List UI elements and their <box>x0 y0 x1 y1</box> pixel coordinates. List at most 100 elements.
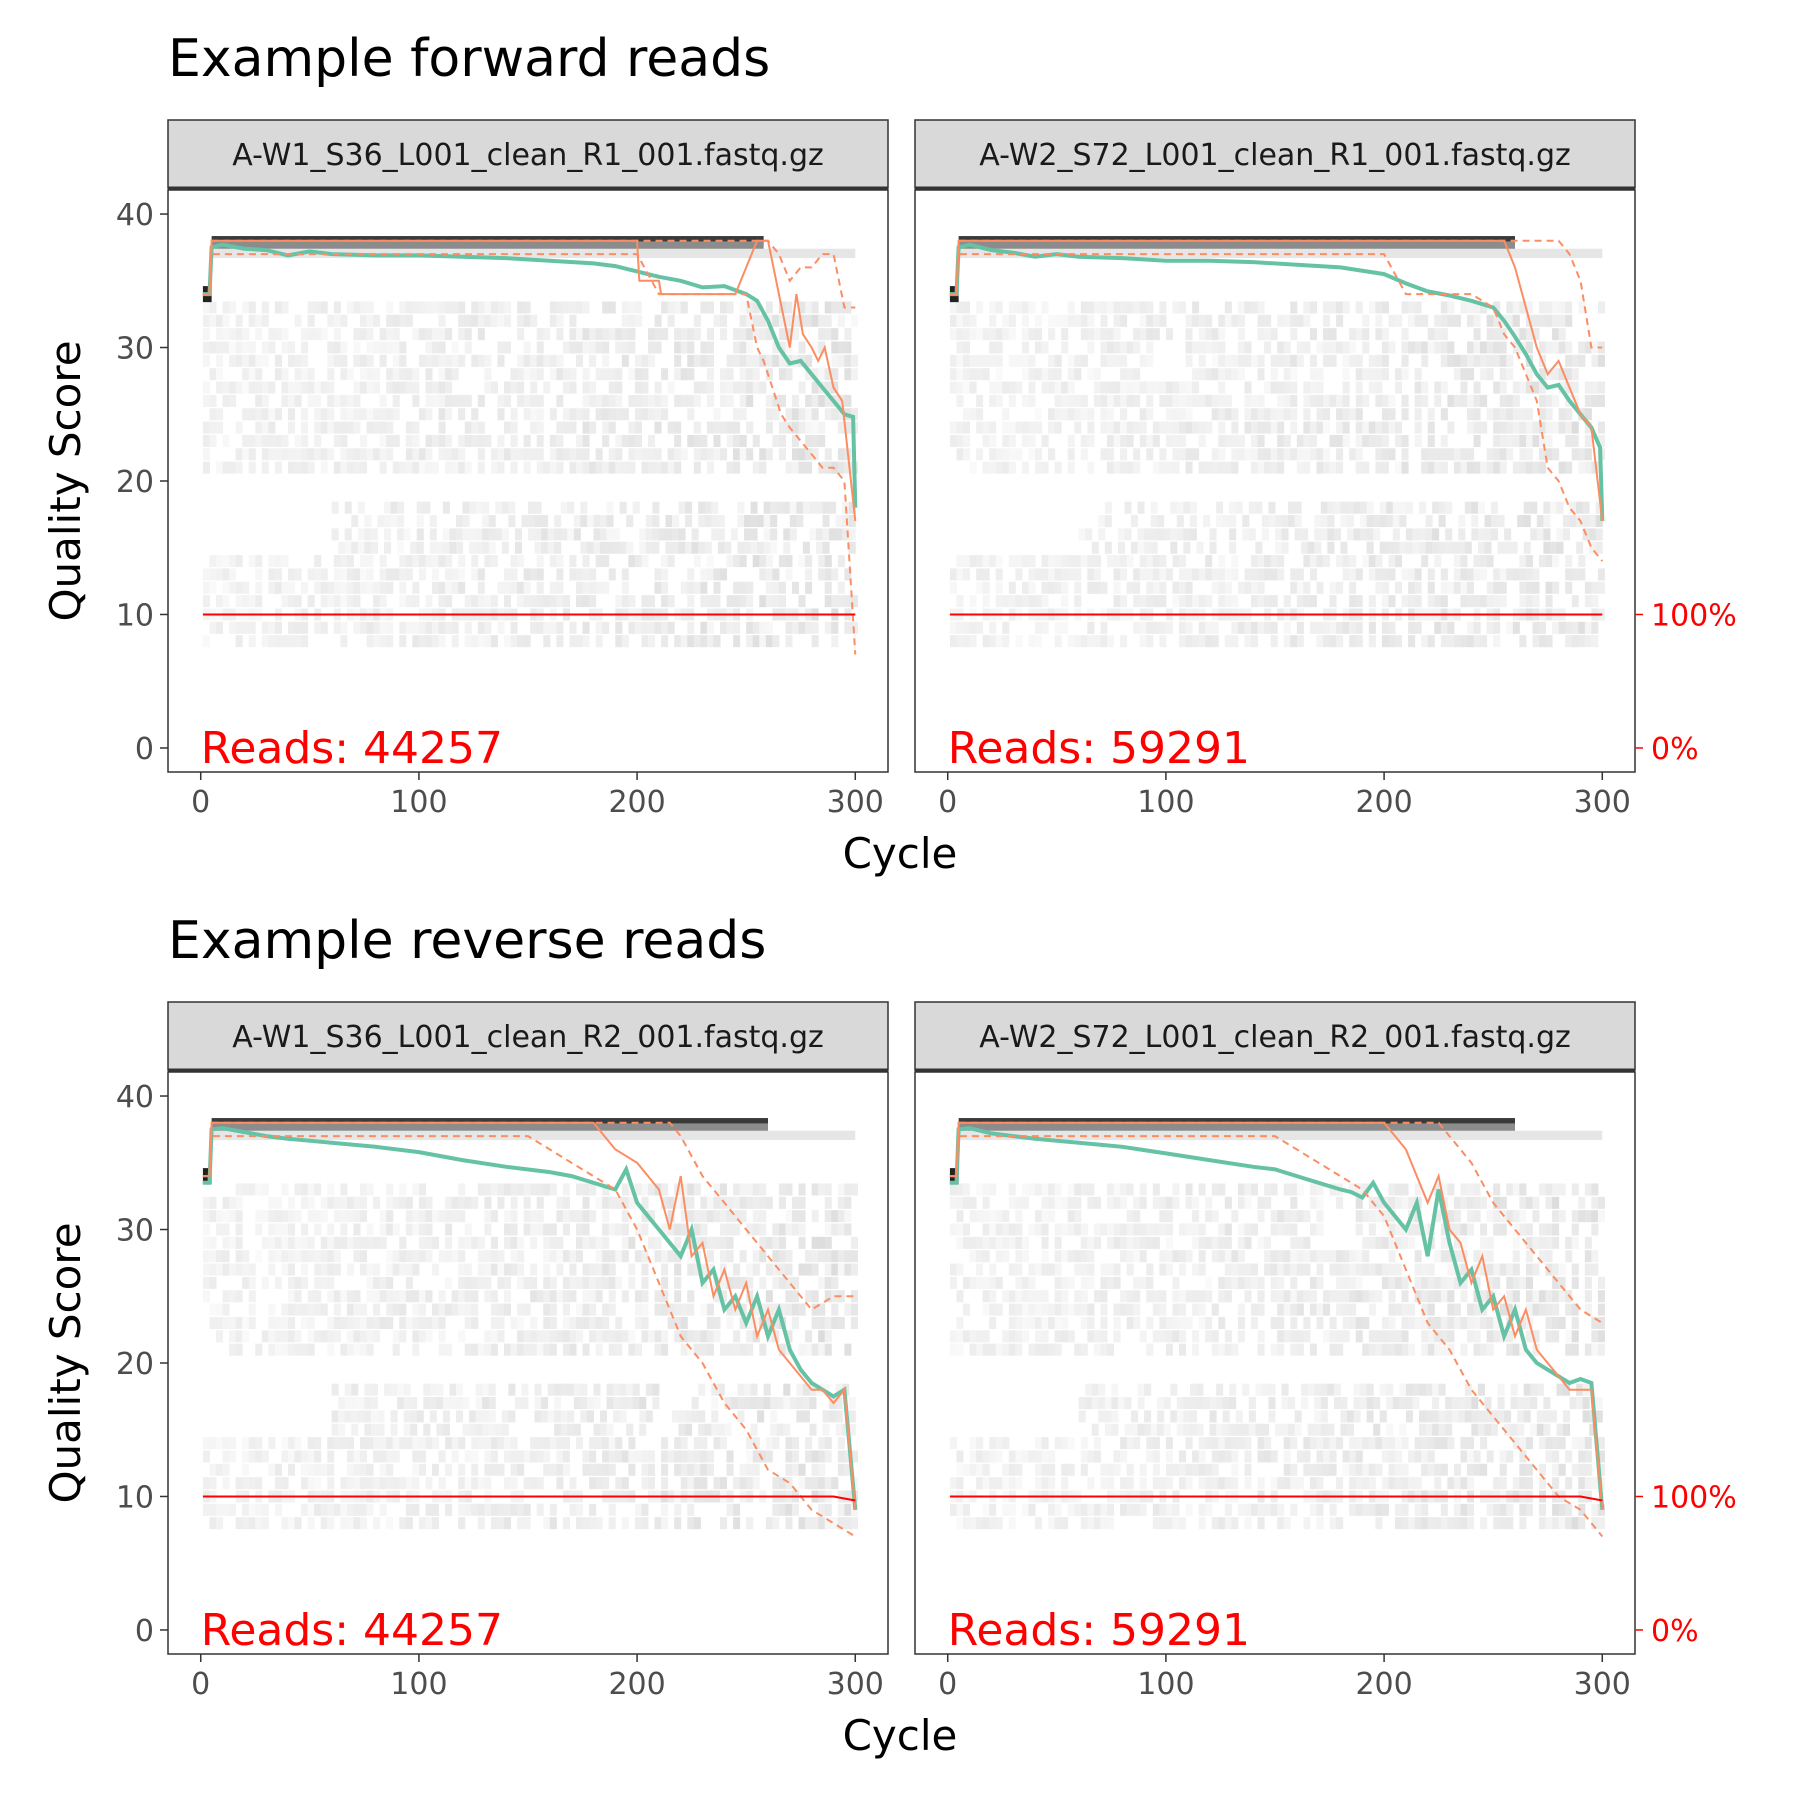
heatmap-tile <box>1067 434 1075 447</box>
heatmap-tile <box>1028 595 1036 608</box>
heatmap-tile <box>956 1210 964 1223</box>
heatmap-tile <box>425 1236 433 1249</box>
heatmap-tile <box>1021 314 1029 327</box>
heatmap-tile <box>1185 354 1193 367</box>
heatmap-tile <box>1165 328 1173 341</box>
heatmap-tile <box>739 381 747 394</box>
heatmap-tile <box>785 1303 793 1316</box>
heatmap-tile <box>1591 1250 1599 1263</box>
heatmap-tile <box>438 635 446 648</box>
heatmap-tile <box>464 314 472 327</box>
heatmap-tile <box>1355 448 1363 461</box>
heatmap-tile <box>438 381 446 394</box>
heatmap-tile <box>700 1450 708 1463</box>
heatmap-tile <box>1067 381 1075 394</box>
heatmap-tile <box>235 635 243 648</box>
heatmap-tile <box>268 341 276 354</box>
heatmap-tile <box>1041 1263 1049 1276</box>
heatmap-tile <box>327 1316 335 1329</box>
heatmap-tile <box>222 1477 230 1490</box>
heatmap-tile <box>704 515 712 528</box>
heatmap-tile <box>687 1477 695 1490</box>
heatmap-tile <box>1008 461 1016 474</box>
heatmap-tile <box>301 1250 309 1263</box>
heatmap-tile <box>661 555 669 568</box>
heatmap-tile <box>261 635 269 648</box>
heatmap-tile <box>600 515 608 528</box>
heatmap-tile <box>255 1503 263 1516</box>
heatmap-tile <box>366 1223 374 1236</box>
heatmap-tile <box>1565 341 1573 354</box>
heatmap-tile <box>569 568 577 581</box>
heatmap-tile <box>477 1503 485 1516</box>
heatmap-tile <box>831 301 839 314</box>
heatmap-tile <box>1251 581 1259 594</box>
heatmap-tile <box>720 1236 728 1249</box>
heatmap-tile <box>700 341 708 354</box>
heatmap-tile <box>438 1477 446 1490</box>
heatmap-tile <box>1100 1223 1108 1236</box>
heatmap-tile <box>628 1343 636 1356</box>
heatmap-tile <box>1165 568 1173 581</box>
heatmap-tile <box>802 1383 810 1396</box>
heatmap-tile <box>576 408 584 421</box>
heatmap-tile <box>573 1397 581 1410</box>
heatmap-tile <box>360 1196 368 1209</box>
heatmap-tile <box>1165 381 1173 394</box>
heatmap-tile <box>384 515 392 528</box>
heatmap-tile <box>785 555 793 568</box>
heatmap-tile <box>1028 555 1036 568</box>
heatmap-tile <box>956 301 964 314</box>
heatmap-tile <box>1080 328 1088 341</box>
heatmap-tile <box>1565 301 1573 314</box>
heatmap-tile <box>556 328 564 341</box>
heatmap-tile <box>1355 1250 1363 1263</box>
heatmap-tile <box>665 528 673 541</box>
heatmap-tile <box>982 1236 990 1249</box>
heatmap-tile <box>1035 328 1043 341</box>
heatmap-tile <box>1473 301 1481 314</box>
heatmap-tile <box>634 1303 642 1316</box>
heatmap-tile <box>314 408 322 421</box>
heatmap-tile <box>1336 555 1344 568</box>
heatmap-tile <box>785 1517 793 1530</box>
heatmap-tile <box>1281 515 1289 528</box>
heatmap-tile <box>1595 528 1603 541</box>
heatmap-tile <box>495 1423 503 1436</box>
heatmap-tile <box>634 1250 642 1263</box>
heatmap-tile <box>824 461 832 474</box>
heatmap-tile <box>1565 434 1573 447</box>
heatmap-tile <box>1532 1236 1540 1249</box>
heatmap-tile <box>1434 595 1442 608</box>
heatmap-tile <box>534 1410 542 1423</box>
heatmap-tile <box>1512 408 1520 421</box>
heatmap-tile <box>1296 461 1304 474</box>
heatmap-tile <box>569 461 577 474</box>
heatmap-tile <box>1373 515 1381 528</box>
heatmap-tile <box>307 1343 315 1356</box>
heatmap-tile <box>608 394 616 407</box>
heatmap-tile <box>1270 635 1278 648</box>
heatmap-tile <box>667 381 675 394</box>
heatmap-tile <box>693 354 701 367</box>
heatmap-tile <box>772 1263 780 1276</box>
heatmap-tile <box>399 341 407 354</box>
heatmap-tile <box>360 301 368 314</box>
heatmap-tile <box>711 1410 719 1423</box>
heatmap-tile <box>268 328 276 341</box>
heatmap-tile <box>314 1223 322 1236</box>
heatmap-tile <box>202 314 210 327</box>
heatmap-tile <box>274 1250 282 1263</box>
heatmap-tile <box>510 1343 518 1356</box>
heatmap-tile <box>412 1503 420 1516</box>
heatmap-tile <box>844 368 852 381</box>
heatmap-tile <box>1395 635 1403 648</box>
mean-quality-line <box>202 242 858 508</box>
heatmap-tile <box>294 461 302 474</box>
heatmap-tile <box>1107 1196 1115 1209</box>
heatmap-tile <box>680 1343 688 1356</box>
heatmap-tile <box>340 448 348 461</box>
heatmap-tile <box>1486 354 1494 367</box>
heatmap-tile <box>1224 408 1232 421</box>
heatmap-tile <box>1336 581 1344 594</box>
